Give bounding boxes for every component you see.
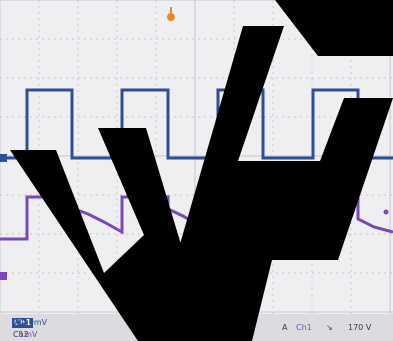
ground-markers (0, 154, 7, 280)
trigger-mode: A (282, 323, 288, 332)
status-bar: Ch1 50.0mV AΩ Ch2 1mV M 1.00ms A Ch1 ↘ 1… (0, 314, 393, 341)
trigger-slope: ↘ (326, 323, 333, 332)
ch2-marker-dot (383, 209, 389, 215)
ch2-value: 1mV (19, 330, 38, 339)
trigger-marker[interactable] (167, 7, 175, 21)
ch1-extra: AΩ (14, 318, 26, 327)
channel-marker-2[interactable] (0, 272, 7, 280)
trigger-source: Ch1 (296, 323, 312, 332)
trigger-marker-dot[interactable] (167, 13, 175, 21)
channel-marker-1[interactable] (0, 154, 7, 162)
trigger-level: 170 V (348, 323, 372, 332)
timebase: M 1.00ms (205, 323, 245, 332)
